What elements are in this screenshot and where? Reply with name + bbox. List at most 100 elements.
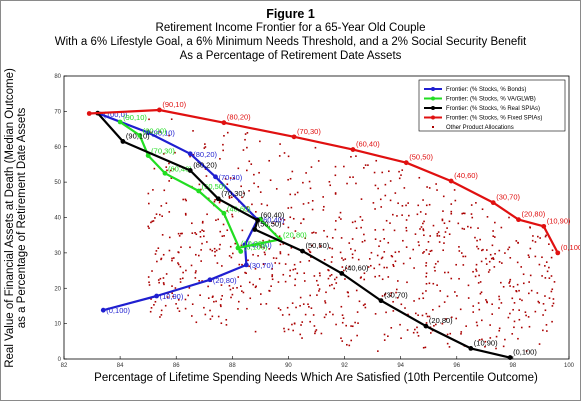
other-allocation-point xyxy=(475,270,478,272)
other-allocation-point xyxy=(173,168,175,170)
other-allocation-point xyxy=(220,322,223,325)
other-allocation-point xyxy=(184,298,187,301)
other-allocation-point xyxy=(458,277,460,280)
other-allocation-point xyxy=(438,235,441,237)
other-allocation-point xyxy=(374,229,377,231)
other-allocation-point xyxy=(487,271,490,273)
other-allocation-point xyxy=(350,155,352,158)
other-allocation-point xyxy=(516,261,519,264)
point-data-label: (0,100) xyxy=(561,243,580,252)
other-allocation-point xyxy=(449,332,452,335)
series-point xyxy=(243,262,249,268)
other-allocation-point xyxy=(314,146,317,149)
point-data-label: (90,10) xyxy=(151,129,175,138)
other-allocation-point xyxy=(279,243,282,246)
point-data-label: (80,20) xyxy=(193,160,217,169)
other-allocation-point xyxy=(335,323,337,326)
other-allocation-point xyxy=(352,176,354,178)
other-allocation-point xyxy=(334,174,337,177)
other-allocation-point xyxy=(542,314,544,316)
other-allocation-point xyxy=(219,243,221,246)
other-allocation-point xyxy=(485,263,488,265)
other-allocation-point xyxy=(201,220,204,223)
other-allocation-point xyxy=(166,169,168,172)
other-allocation-point xyxy=(429,235,432,237)
other-allocation-point xyxy=(257,255,259,257)
other-allocation-point xyxy=(407,313,409,316)
other-allocation-point xyxy=(443,236,446,238)
other-allocation-point xyxy=(174,287,177,289)
other-allocation-point xyxy=(311,244,313,247)
other-allocation-point xyxy=(373,267,376,270)
other-allocation-point xyxy=(536,292,539,294)
chart-subtitle-line-2: With a 6% Lifestyle Goal, a 6% Minimum N… xyxy=(54,36,527,48)
other-allocation-point xyxy=(532,235,534,237)
other-allocation-point xyxy=(442,210,444,212)
other-allocation-point xyxy=(478,274,480,277)
other-allocation-point xyxy=(278,235,281,238)
other-allocation-point xyxy=(345,324,347,327)
other-allocation-point xyxy=(450,316,453,319)
other-allocation-point xyxy=(191,303,194,306)
other-allocation-point xyxy=(254,267,257,270)
other-allocation-point xyxy=(169,169,172,172)
legend-swatch-marker xyxy=(431,115,435,120)
other-allocation-point xyxy=(398,250,400,253)
other-allocation-point xyxy=(493,236,496,238)
other-allocation-point xyxy=(302,218,305,220)
other-allocation-point xyxy=(467,225,469,228)
other-allocation-point xyxy=(283,327,285,330)
other-allocation-point xyxy=(529,247,532,250)
other-allocation-point xyxy=(161,215,163,217)
other-allocation-point xyxy=(220,305,222,308)
other-allocation-point xyxy=(550,275,553,277)
other-allocation-point xyxy=(351,238,354,240)
other-allocation-point xyxy=(203,306,205,309)
other-allocation-point xyxy=(340,218,342,220)
other-allocation-point xyxy=(212,295,214,298)
other-allocation-point xyxy=(206,241,208,243)
other-allocation-point xyxy=(508,280,511,283)
series-line xyxy=(96,112,511,359)
other-allocation-point xyxy=(229,245,232,248)
other-allocation-point xyxy=(544,265,546,267)
other-allocation-point xyxy=(509,257,512,259)
other-allocation-point xyxy=(172,295,174,298)
series-point xyxy=(86,111,92,116)
other-allocation-point xyxy=(248,265,250,268)
other-allocation-point xyxy=(217,218,219,221)
other-allocation-point xyxy=(553,281,556,283)
other-allocation-point xyxy=(364,306,367,309)
other-allocation-point xyxy=(230,196,233,199)
other-allocation-point xyxy=(401,169,404,171)
other-allocation-point xyxy=(159,277,162,280)
point-data-label: (20,80) xyxy=(429,316,453,325)
other-allocation-point xyxy=(252,283,254,286)
other-allocation-point xyxy=(325,291,327,294)
other-allocation-point xyxy=(475,321,478,324)
other-allocation-point xyxy=(522,273,525,276)
other-allocation-point xyxy=(426,186,428,188)
other-allocation-point xyxy=(390,292,393,294)
other-allocation-point xyxy=(294,268,297,270)
other-allocation-point xyxy=(304,237,307,240)
other-allocation-point xyxy=(502,285,505,288)
other-allocation-point xyxy=(331,283,333,286)
other-allocation-point xyxy=(509,285,511,287)
other-allocation-point xyxy=(434,269,436,272)
other-allocation-point xyxy=(289,269,292,272)
other-allocation-point xyxy=(527,316,530,318)
other-allocation-point xyxy=(462,264,465,266)
other-allocation-point xyxy=(395,291,397,294)
other-allocation-point xyxy=(370,251,373,254)
series-point xyxy=(235,245,241,251)
other-allocation-point xyxy=(354,249,356,252)
other-allocation-point xyxy=(272,222,275,225)
other-allocation-point xyxy=(408,214,410,217)
other-allocation-point xyxy=(323,316,326,319)
other-allocation-point xyxy=(548,266,550,269)
other-allocation-point xyxy=(289,216,292,219)
series-point xyxy=(403,160,409,166)
point-data-label: (80,20) xyxy=(193,150,217,159)
other-allocation-point xyxy=(275,188,278,190)
